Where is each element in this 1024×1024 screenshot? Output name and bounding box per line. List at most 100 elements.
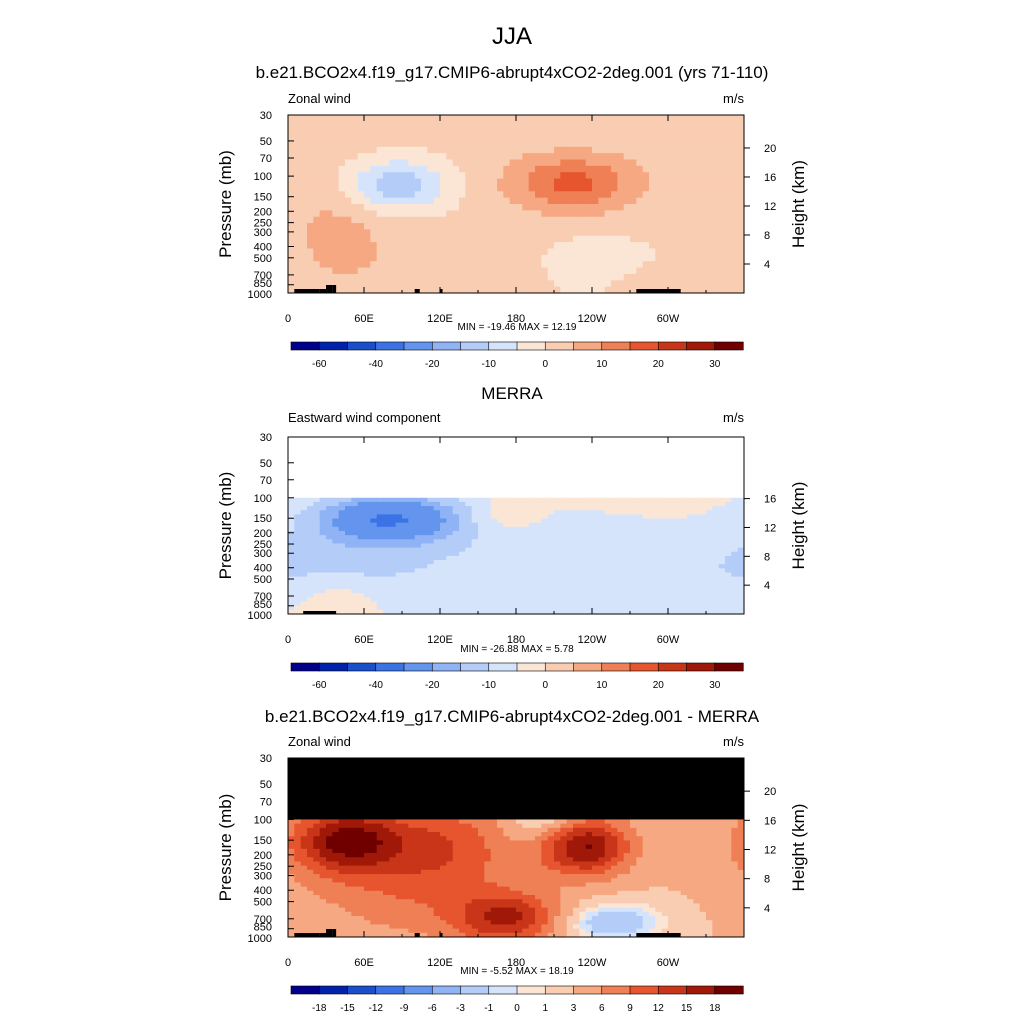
heatmap-cell bbox=[288, 580, 295, 586]
heatmap-cell bbox=[478, 510, 485, 515]
heatmap-cell bbox=[699, 555, 707, 561]
heatmap-cell bbox=[288, 597, 295, 603]
heatmap-cell bbox=[471, 543, 479, 549]
heatmap-cell bbox=[484, 210, 492, 218]
heatmap-cell bbox=[490, 178, 498, 186]
heatmap-cell bbox=[345, 605, 352, 611]
heatmap-cell bbox=[712, 121, 720, 129]
heatmap-cell bbox=[706, 547, 713, 553]
heatmap-cell bbox=[307, 510, 314, 515]
heatmap-cell bbox=[288, 216, 295, 224]
heatmap-cell bbox=[307, 568, 314, 573]
heatmap-cell bbox=[541, 539, 549, 544]
heatmap-cell bbox=[592, 210, 599, 218]
heatmap-cell bbox=[446, 568, 454, 573]
heatmap-cell bbox=[300, 501, 308, 507]
heatmap-cell bbox=[421, 564, 428, 569]
heatmap-cell bbox=[313, 273, 321, 281]
heatmap-cell bbox=[465, 836, 473, 841]
heatmap-cell bbox=[585, 267, 593, 275]
heatmap-cell bbox=[699, 564, 707, 569]
heatmap-cell bbox=[452, 497, 460, 503]
heatmap-cell bbox=[427, 827, 435, 833]
heatmap-cell bbox=[497, 564, 504, 569]
heatmap-cell bbox=[598, 229, 606, 237]
heatmap-cell bbox=[706, 589, 713, 594]
heatmap-cell bbox=[459, 861, 466, 867]
heatmap-cell bbox=[370, 518, 378, 524]
heatmap-cell bbox=[617, 280, 625, 288]
heatmap-cell bbox=[376, 584, 384, 590]
heatmap-cell bbox=[440, 172, 447, 180]
heatmap-cell bbox=[357, 280, 365, 288]
heatmap-cell bbox=[528, 165, 536, 173]
heatmap-cell bbox=[452, 605, 460, 611]
heatmap-cell bbox=[338, 146, 346, 154]
heatmap-cell bbox=[497, 605, 504, 611]
heatmap-cell bbox=[389, 530, 397, 536]
heatmap-cell bbox=[421, 848, 428, 854]
heatmap-cell bbox=[370, 191, 378, 199]
heatmap-cell bbox=[414, 848, 422, 854]
heatmap-cell bbox=[636, 178, 644, 186]
heatmap-cell bbox=[661, 140, 669, 148]
heatmap-cell bbox=[307, 593, 314, 598]
heatmap-cell bbox=[313, 848, 321, 854]
heatmap-cell bbox=[300, 146, 308, 154]
heatmap-cell bbox=[490, 286, 498, 294]
heatmap-cell bbox=[414, 115, 422, 122]
heatmap-cell bbox=[560, 134, 568, 141]
heatmap-cell bbox=[389, 836, 397, 841]
heatmap-cell bbox=[649, 840, 656, 846]
heatmap-cell bbox=[376, 857, 384, 862]
heatmap-cell bbox=[433, 857, 441, 862]
heatmap-cell bbox=[554, 223, 561, 230]
heatmap-cell bbox=[383, 568, 390, 573]
heatmap-cell bbox=[554, 210, 561, 218]
heatmap-cell bbox=[370, 210, 378, 218]
heatmap-cell bbox=[300, 530, 308, 536]
heatmap-cell bbox=[617, 547, 625, 553]
heatmap-cell bbox=[579, 819, 587, 825]
heatmap-cell bbox=[535, 518, 542, 524]
heatmap-cell bbox=[687, 510, 694, 515]
heatmap-cell bbox=[459, 254, 466, 262]
heatmap-cell bbox=[592, 191, 599, 199]
heatmap-cell bbox=[459, 216, 466, 224]
heatmap-cell bbox=[636, 555, 644, 561]
heatmap-cell bbox=[535, 159, 542, 167]
heatmap-cell bbox=[693, 526, 701, 532]
heatmap-cell bbox=[737, 535, 745, 540]
heatmap-cell bbox=[566, 121, 574, 129]
heatmap-cell bbox=[655, 197, 663, 205]
heatmap-cell bbox=[636, 857, 644, 862]
heatmap-cell bbox=[737, 140, 745, 148]
heatmap-cell bbox=[668, 836, 675, 841]
heatmap-cell bbox=[661, 535, 669, 540]
heatmap-cell bbox=[579, 280, 587, 288]
heatmap-cell bbox=[661, 560, 669, 565]
heatmap-cell bbox=[522, 568, 530, 573]
heatmap-cell bbox=[737, 609, 745, 615]
heatmap-cell bbox=[427, 506, 435, 511]
heatmap-cell bbox=[522, 127, 530, 135]
heatmap-cell bbox=[471, 555, 479, 561]
heatmap-cell bbox=[294, 510, 302, 515]
heatmap-cell bbox=[516, 267, 523, 275]
heatmap-cell bbox=[408, 597, 416, 603]
heatmap-cell bbox=[585, 522, 593, 528]
heatmap-cell bbox=[452, 506, 460, 511]
heatmap-cell bbox=[389, 551, 397, 557]
heatmap-cell bbox=[459, 543, 466, 549]
heatmap-cell bbox=[592, 248, 599, 256]
heatmap-cell bbox=[414, 518, 422, 524]
heatmap-cell bbox=[566, 597, 574, 603]
heatmap-cell bbox=[364, 134, 371, 141]
heatmap-cell bbox=[649, 127, 656, 135]
heatmap-cell bbox=[370, 593, 378, 598]
heatmap-cell bbox=[731, 286, 739, 294]
heatmap-cell bbox=[535, 840, 542, 846]
heatmap-cell bbox=[440, 267, 447, 275]
heatmap-cell bbox=[497, 267, 504, 275]
heatmap-cell bbox=[674, 184, 682, 192]
